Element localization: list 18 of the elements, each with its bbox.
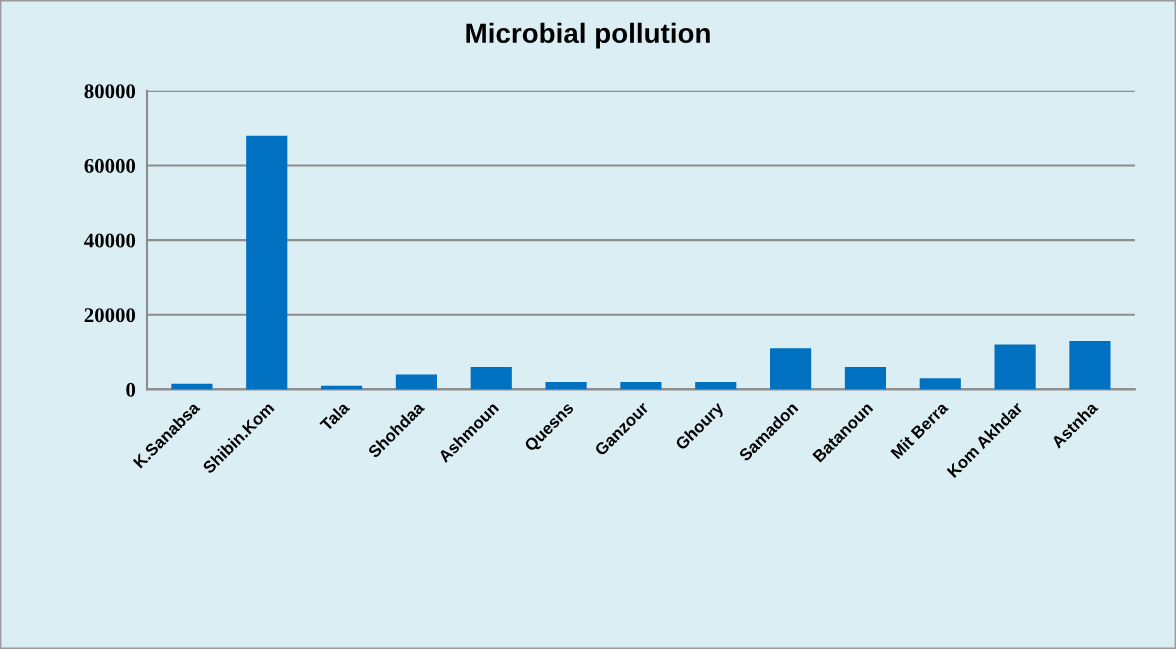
bar bbox=[919, 378, 961, 390]
bar bbox=[395, 374, 437, 390]
x-tick-label: Tala bbox=[319, 400, 351, 432]
bar bbox=[695, 381, 737, 390]
bar bbox=[994, 344, 1036, 390]
bar bbox=[620, 381, 662, 390]
y-tick-label: 40000 bbox=[84, 233, 136, 248]
y-tick-label: 80000 bbox=[84, 84, 136, 99]
bar bbox=[844, 367, 887, 390]
bar bbox=[770, 348, 812, 390]
chart-title: Microbial pollution bbox=[466, 22, 710, 49]
y-tick-label: 0 bbox=[126, 382, 136, 397]
bar bbox=[470, 367, 512, 390]
bar bbox=[545, 381, 587, 390]
bar bbox=[1069, 340, 1111, 390]
y-tick-label: 20000 bbox=[84, 308, 136, 323]
bar bbox=[246, 135, 288, 390]
y-tick-label: 60000 bbox=[84, 158, 136, 173]
